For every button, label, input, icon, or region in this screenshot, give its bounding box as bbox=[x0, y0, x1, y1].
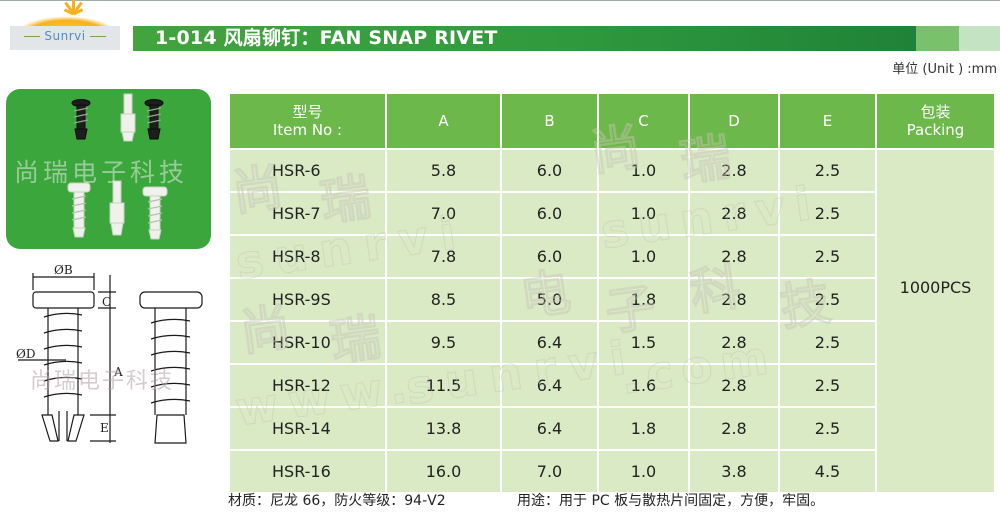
cell-a: 7.0 bbox=[385, 191, 502, 236]
page-title: 1-014 风扇铆钉：FAN SNAP RIVET bbox=[133, 26, 916, 51]
product-photo: 尚瑞电子科技 bbox=[6, 89, 211, 249]
cell-item: HSR-10 bbox=[228, 320, 387, 365]
cell-e: 4.5 bbox=[778, 449, 877, 494]
photo-watermark: 尚瑞电子科技 bbox=[14, 158, 189, 187]
table-row: HSR-7 7.0 6.0 1.0 2.8 2.5 bbox=[228, 191, 995, 236]
dim-label-a: A bbox=[114, 365, 123, 379]
cell-d: 2.8 bbox=[688, 363, 780, 408]
header-b: B bbox=[500, 92, 599, 150]
title-accent-block bbox=[916, 26, 959, 51]
cell-d: 2.8 bbox=[688, 148, 780, 193]
cell-b: 6.0 bbox=[500, 234, 599, 279]
table-row: HSR-16 16.0 7.0 1.0 3.8 4.5 bbox=[228, 449, 995, 494]
cell-b: 7.0 bbox=[500, 449, 599, 494]
cell-d: 2.8 bbox=[688, 320, 780, 365]
cell-item: HSR-6 bbox=[228, 148, 387, 193]
dim-label-e: E bbox=[100, 421, 109, 435]
cell-e: 2.5 bbox=[778, 234, 877, 279]
table-row: HSR-6 5.8 6.0 1.0 2.8 2.5 1000PCS bbox=[228, 148, 996, 494]
header-e: E bbox=[778, 92, 877, 150]
cell-d: 3.8 bbox=[688, 449, 780, 494]
cell-c: 1.8 bbox=[597, 277, 690, 322]
cell-b: 6.4 bbox=[500, 363, 599, 408]
cell-c: 1.0 bbox=[597, 234, 690, 279]
title-accent-block-light bbox=[959, 26, 1000, 51]
cell-packing: 1000PCS bbox=[875, 148, 996, 494]
cell-c: 1.5 bbox=[597, 320, 690, 365]
table-header-row: 型号 Item No : A B C D E 包装 Packing bbox=[228, 92, 996, 150]
material-note: 材质：尼龙 66，防火等级：94-V2 bbox=[228, 493, 446, 509]
cell-a: 5.8 bbox=[385, 148, 502, 193]
cell-e: 2.5 bbox=[778, 277, 877, 322]
rivet-dimension-drawing bbox=[18, 273, 203, 444]
cell-a: 13.8 bbox=[385, 406, 502, 451]
cell-b: 5.0 bbox=[500, 277, 599, 322]
cell-d: 2.8 bbox=[688, 406, 780, 451]
cell-item: HSR-12 bbox=[228, 363, 387, 408]
cell-item: HSR-8 bbox=[228, 234, 387, 279]
table-row: HSR-12 11.5 6.4 1.6 2.8 2.5 bbox=[228, 363, 995, 408]
usage-note: 用途：用于 PC 板与散热片间固定，方便，牢固。 bbox=[517, 493, 825, 509]
dim-label-b: ØB bbox=[54, 263, 73, 277]
cell-b: 6.0 bbox=[500, 191, 599, 236]
header-a: A bbox=[385, 92, 502, 150]
cell-c: 1.8 bbox=[597, 406, 690, 451]
top-divider bbox=[0, 0, 1000, 1]
cell-item: HSR-14 bbox=[228, 406, 387, 451]
cell-b: 6.4 bbox=[500, 320, 599, 365]
cell-c: 1.0 bbox=[597, 148, 690, 193]
cell-e: 2.5 bbox=[778, 191, 877, 236]
drawing-watermark: 尚瑞电子科技 bbox=[30, 369, 175, 394]
cell-e: 2.5 bbox=[778, 406, 877, 451]
cell-c: 1.0 bbox=[597, 449, 690, 494]
cell-c: 1.6 bbox=[597, 363, 690, 408]
cell-item: HSR-7 bbox=[228, 191, 387, 236]
cell-b: 6.0 bbox=[500, 148, 599, 193]
cell-a: 7.8 bbox=[385, 234, 502, 279]
cell-c: 1.0 bbox=[597, 191, 690, 236]
dim-label-d: ØD bbox=[16, 347, 36, 361]
logo-text: Sunrvi bbox=[10, 29, 120, 43]
technical-drawing: ØB C A ØD E 尚瑞电子科技 bbox=[10, 263, 210, 475]
cell-b: 6.4 bbox=[500, 406, 599, 451]
cell-e: 2.5 bbox=[778, 363, 877, 408]
table-row: HSR-9S 8.5 5.0 1.8 2.8 2.5 bbox=[228, 277, 995, 322]
header-packing: 包装 Packing bbox=[875, 92, 996, 150]
header-d: D bbox=[688, 92, 780, 150]
cell-d: 2.8 bbox=[688, 191, 780, 236]
cell-a: 8.5 bbox=[385, 277, 502, 322]
cell-e: 2.5 bbox=[778, 320, 877, 365]
cell-d: 2.8 bbox=[688, 234, 780, 279]
cell-item: HSR-9S bbox=[228, 277, 387, 322]
table-row: HSR-14 13.8 6.4 1.8 2.8 2.5 bbox=[228, 406, 995, 451]
cell-a: 9.5 bbox=[385, 320, 502, 365]
header-c: C bbox=[597, 92, 690, 150]
cell-a: 16.0 bbox=[385, 449, 502, 494]
cell-e: 2.5 bbox=[778, 148, 877, 193]
cell-a: 11.5 bbox=[385, 363, 502, 408]
header-item-no: 型号 Item No : bbox=[228, 92, 387, 150]
rivet-photo-illustration bbox=[67, 93, 168, 240]
unit-label: 单位 (Unit ) :mm bbox=[892, 62, 997, 77]
cell-item: HSR-16 bbox=[228, 449, 387, 494]
table-row: HSR-10 9.5 6.4 1.5 2.8 2.5 bbox=[228, 320, 995, 365]
spec-table: 型号 Item No : A B C D E 包装 Packing HSR-6 5.… bbox=[228, 92, 996, 494]
dim-label-c: C bbox=[102, 295, 112, 309]
table-row: HSR-8 7.8 6.0 1.0 2.8 2.5 bbox=[228, 234, 995, 279]
cell-d: 2.8 bbox=[688, 277, 780, 322]
